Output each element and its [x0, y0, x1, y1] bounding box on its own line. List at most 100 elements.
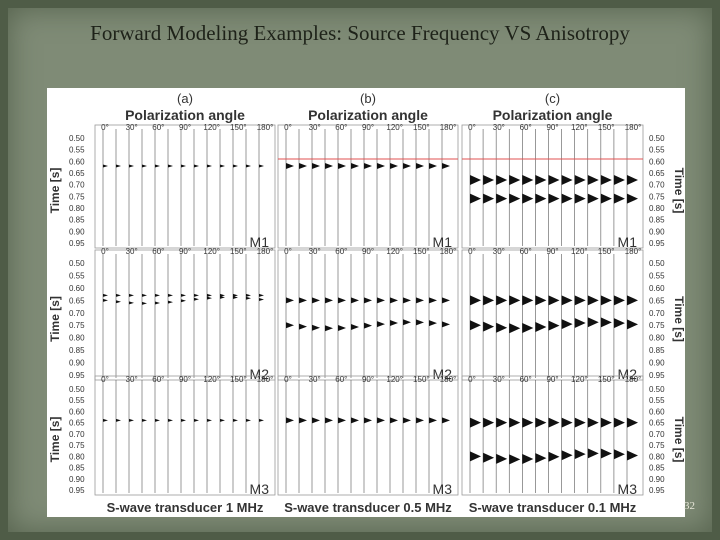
time-tick-label: 0.75 — [649, 441, 665, 450]
angle-tick-label: 90° — [546, 247, 558, 256]
angle-tick-label: 120° — [203, 123, 220, 132]
page-number: 32 — [684, 500, 695, 512]
angle-tick-label: 120° — [386, 123, 403, 132]
time-axis-title: Time [s] — [672, 296, 685, 342]
wavelet — [613, 417, 625, 428]
wavelet — [364, 417, 372, 424]
angle-tick-label: 0° — [468, 123, 476, 132]
time-tick-label: 0.50 — [69, 385, 85, 394]
wavelet — [587, 175, 599, 185]
angle-tick-label: 0° — [468, 375, 476, 384]
wavelet — [299, 417, 307, 424]
time-tick-label: 0.55 — [649, 271, 665, 280]
angle-tick-label: 0° — [101, 375, 109, 384]
caption: S-wave transducer 0.5 MHz — [284, 500, 452, 515]
wavelet — [103, 418, 108, 422]
wavelet — [312, 417, 320, 424]
time-tick-label: 0.90 — [69, 227, 85, 236]
wavelet — [129, 164, 134, 168]
panel-label: (b) — [360, 91, 376, 106]
wavelet — [129, 293, 134, 297]
wavelet — [496, 322, 508, 333]
wavelet — [496, 417, 508, 428]
wavelet — [613, 449, 625, 460]
wavelet — [627, 175, 638, 185]
wavelet — [561, 417, 573, 428]
wavelet — [522, 322, 534, 333]
wavelet — [600, 193, 612, 204]
wavelet — [509, 417, 521, 428]
model-label: M3 — [618, 481, 638, 497]
time-axis-title: Time [s] — [48, 168, 62, 214]
angle-tick-label: 30° — [309, 375, 321, 384]
angle-tick-label: 30° — [493, 123, 505, 132]
angle-tick-label: 120° — [571, 375, 588, 384]
wavelet — [416, 319, 424, 326]
wavelet — [312, 324, 320, 331]
wavelet — [535, 417, 547, 428]
angle-tick-label: 60° — [520, 123, 532, 132]
wavelet — [483, 452, 495, 463]
wavelet — [181, 299, 186, 303]
wavelet — [561, 175, 573, 185]
wavelet — [377, 297, 385, 304]
angle-tick-label: 180° — [257, 247, 274, 256]
panel-border — [461, 375, 644, 496]
wavelet — [299, 297, 307, 304]
angle-tick-label: 120° — [386, 375, 403, 384]
time-tick-label: 0.65 — [649, 169, 665, 178]
wavelet — [259, 164, 264, 168]
angle-tick-label: 90° — [179, 123, 191, 132]
angle-tick-label: 30° — [309, 247, 321, 256]
wavelet — [377, 417, 385, 424]
time-tick-label: 0.65 — [649, 419, 665, 428]
wavelet — [574, 193, 586, 204]
angle-tick-label: 0° — [284, 123, 292, 132]
time-tick-label: 0.55 — [69, 396, 85, 405]
time-tick-label: 0.50 — [649, 259, 665, 268]
time-axis-title: Time [s] — [48, 296, 62, 342]
caption: S-wave transducer 0.1 MHz — [469, 500, 637, 515]
time-tick-label: 0.85 — [69, 464, 85, 473]
wavelet — [299, 163, 307, 169]
angle-tick-label: 60° — [335, 123, 347, 132]
wavelet — [299, 323, 307, 330]
angle-tick-label: 0° — [101, 247, 109, 256]
time-tick-label: 0.65 — [69, 296, 85, 305]
wavelet — [103, 293, 108, 297]
model-label: M2 — [618, 366, 638, 382]
wavelet — [194, 297, 199, 301]
wavelet — [207, 293, 212, 297]
wavelet — [613, 175, 625, 185]
angle-tick-label: 60° — [335, 247, 347, 256]
wavelet — [364, 322, 372, 329]
time-tick-label: 0.70 — [69, 309, 85, 318]
wavelet — [470, 417, 481, 428]
angle-tick-label: 180° — [440, 375, 457, 384]
model-label: M1 — [618, 234, 638, 250]
time-tick-label: 0.55 — [649, 396, 665, 405]
wavelet — [194, 293, 199, 297]
wavelet — [259, 297, 264, 301]
angle-tick-label: 0° — [101, 123, 109, 132]
angle-tick-label: 150° — [230, 375, 247, 384]
wavelet — [548, 175, 560, 185]
angle-tick-label: 150° — [230, 123, 247, 132]
wavelet — [168, 293, 173, 297]
wavelet — [627, 193, 638, 204]
angle-tick-label: 150° — [230, 247, 247, 256]
slide-title: Forward Modeling Examples: Source Freque… — [90, 21, 630, 45]
wavelet — [496, 295, 508, 306]
wavelet — [587, 417, 599, 428]
wavelet — [129, 301, 134, 305]
wavelet — [377, 163, 385, 169]
time-tick-label: 0.60 — [649, 407, 665, 416]
wavelet — [627, 295, 638, 306]
angle-tick-label: 0° — [284, 247, 292, 256]
wavelet — [181, 164, 186, 168]
wavelet — [390, 319, 398, 326]
panel-border — [94, 249, 276, 381]
time-tick-label: 0.65 — [69, 419, 85, 428]
wavelet — [470, 295, 481, 306]
wavelet — [561, 295, 573, 306]
